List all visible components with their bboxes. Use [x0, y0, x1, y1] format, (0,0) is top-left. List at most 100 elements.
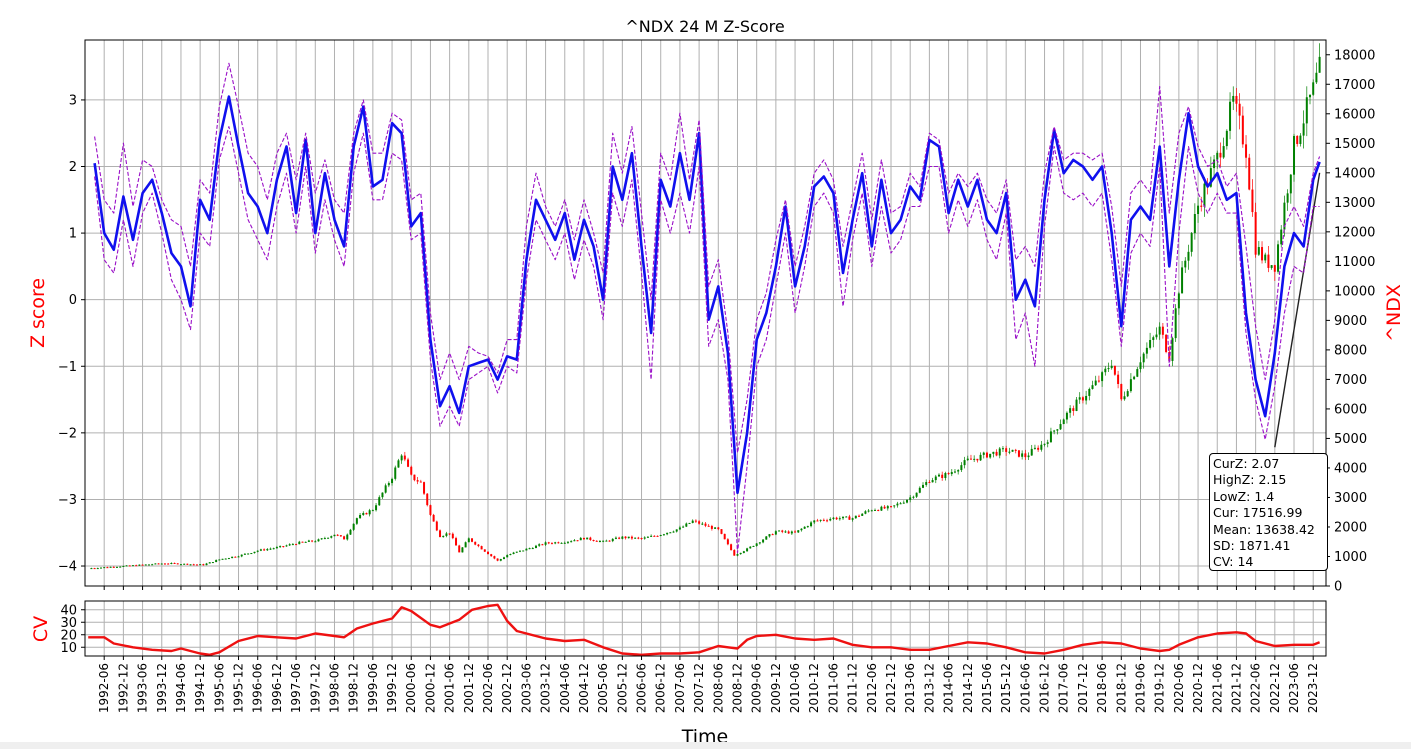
x-tick-label: 2011-12 [846, 663, 860, 713]
stats-mean: Mean: 13638.42 [1213, 521, 1315, 537]
ndx-candle-body [1110, 365, 1113, 369]
ndx-tick-label: 13000 [1334, 196, 1375, 211]
ndx-candle-body [969, 458, 972, 460]
ndx-tick-label: 6000 [1334, 402, 1367, 417]
ndx-candle-body [509, 554, 512, 556]
ndx-candle-body [541, 544, 544, 546]
x-tick-label: 2009-12 [769, 663, 783, 713]
ndx-candle-body [829, 518, 832, 521]
ndx-candle-body [906, 499, 909, 503]
ndx-candle-body [499, 558, 502, 561]
ndx-tick-label: 7000 [1334, 373, 1367, 388]
ndx-candle-body [1113, 365, 1116, 375]
ndx-candle-body [474, 541, 477, 545]
ndx-candle-body [1203, 183, 1206, 207]
ndx-candle-body [1037, 447, 1040, 450]
ndx-candle-body [189, 564, 192, 566]
ndx-candle-body [131, 565, 134, 567]
ndx-candle-body [771, 534, 774, 536]
ndx-candle-body [650, 535, 653, 537]
ndx-candle-body [279, 546, 282, 548]
ndx-candle-body [119, 566, 122, 568]
ndx-candle-body [1235, 95, 1238, 104]
ndx-candle-body [886, 506, 889, 509]
ndx-candle-body [423, 482, 426, 494]
stats-cv: CV: 14 [1213, 554, 1254, 570]
ndx-candle-body [832, 517, 835, 519]
x-tick-label: 2017-12 [1076, 663, 1090, 713]
ndx-candle-body [106, 567, 109, 569]
ndx-candle-body [250, 553, 253, 555]
x-tick-label: 2003-06 [519, 663, 533, 713]
ndx-candle-body [1318, 56, 1321, 73]
ndx-candle-body [135, 565, 138, 567]
ndx-candle-body [1213, 159, 1216, 169]
ndx-candle-body [1049, 431, 1052, 443]
ndx-candle-body [138, 564, 141, 566]
ndx-candle-body [301, 541, 304, 543]
ndx-candle-body [1200, 205, 1203, 207]
ndx-candle-body [589, 537, 592, 541]
x-tick-label: 2021-12 [1229, 663, 1243, 713]
ndx-candle-body [176, 563, 179, 565]
ndx-candle-body [208, 562, 211, 564]
ndx-candle-body [1101, 372, 1104, 382]
ndx-candle-body [1062, 419, 1065, 425]
x-tick-label: 1992-06 [97, 663, 111, 713]
ndx-axis-label: ^NDX [1383, 284, 1405, 342]
ndx-candle-body [1014, 449, 1017, 451]
ndx-candle-body [266, 549, 269, 551]
ndx-candle-body [701, 523, 704, 525]
ndx-candle-body [368, 510, 371, 515]
ndx-candle-body [1241, 115, 1244, 145]
x-tick-label: 2001-12 [462, 663, 476, 713]
ndx-candle-body [976, 458, 979, 461]
ndx-candle-body [333, 534, 336, 537]
x-tick-label: 1993-06 [136, 663, 150, 713]
ndx-candle-body [147, 564, 150, 566]
ndx-candle-body [490, 554, 493, 557]
ndx-candle-body [1225, 130, 1228, 147]
ndx-candle-body [819, 519, 822, 521]
ndx-candle-body [1001, 448, 1004, 450]
ndx-candle-body [1302, 123, 1305, 136]
ndx-candle-body [502, 557, 505, 559]
ndx-candle-body [787, 531, 790, 534]
cv-line [88, 603, 1321, 656]
ndx-candle-body [506, 555, 509, 558]
ndx-candle-body [602, 540, 605, 542]
ndx-candle-body [666, 532, 669, 535]
ndx-candle-body [317, 539, 320, 542]
x-tick-label: 2012-06 [865, 663, 879, 713]
ndx-tick-label: 15000 [1334, 137, 1375, 152]
ndx-candle-body [547, 542, 550, 544]
ndx-candle-body [893, 505, 896, 507]
x-tick-label: 1997-12 [308, 663, 322, 713]
ndx-candle-body [1171, 338, 1174, 361]
x-tick-label: 2009-06 [750, 663, 764, 713]
x-tick-label: 2012-12 [884, 663, 898, 713]
ndx-candle-body [93, 568, 96, 570]
x-tick-label: 2010-06 [788, 663, 802, 713]
ndx-candle-body [227, 558, 230, 560]
ndx-candle-body [151, 564, 154, 566]
ndx-candle-body [1005, 448, 1008, 452]
ndx-candle-body [1008, 451, 1011, 453]
ndx-candle-body [550, 543, 553, 545]
ndx-candle-body [554, 542, 557, 544]
ndx-candle-body [320, 538, 323, 540]
ndx-candle-body [739, 552, 742, 555]
ndx-candle-body [582, 537, 585, 540]
ndx-candle-body [947, 473, 950, 475]
ndx-candle-body [803, 526, 806, 529]
ndx-candle-body [563, 542, 566, 544]
ndx-candle-body [186, 563, 189, 565]
ndx-candle-body [343, 536, 346, 540]
ndx-candle-body [1069, 408, 1072, 413]
ndx-candle-body [330, 536, 333, 538]
ndx-candle-body [1216, 152, 1219, 160]
ndx-candle-body [704, 523, 707, 526]
ndx-candle-body [752, 545, 755, 547]
ndx-candle-body [1043, 443, 1046, 445]
